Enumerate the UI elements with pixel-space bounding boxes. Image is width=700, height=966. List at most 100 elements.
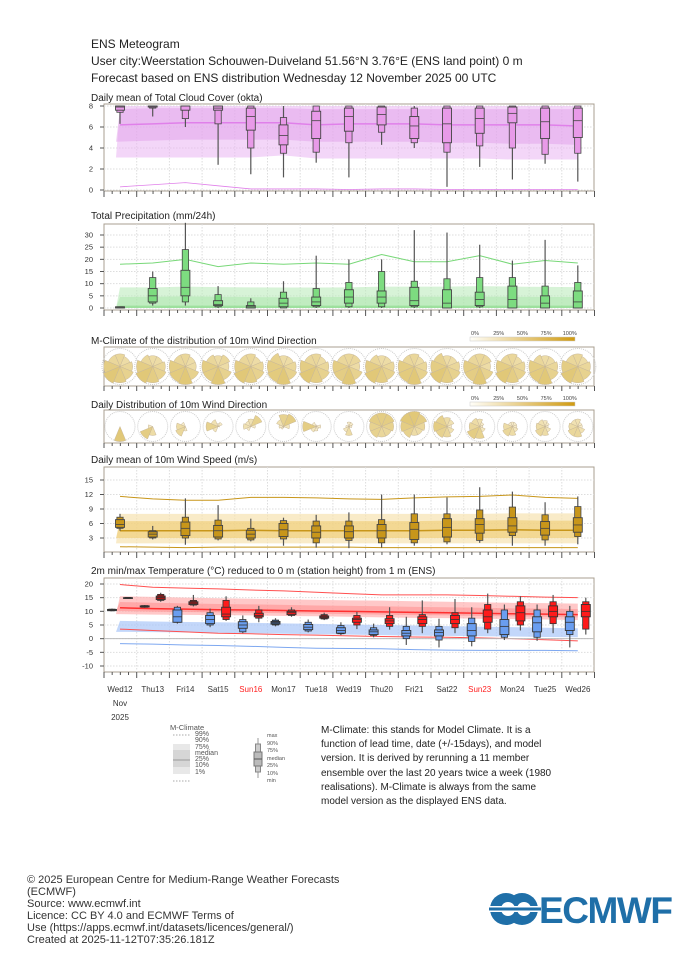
rose-sector — [217, 422, 223, 427]
colorbar-tick-label: 75% — [541, 396, 552, 402]
y-tick-label: 15 — [85, 593, 93, 602]
y-tick-label: 5 — [89, 291, 93, 300]
y-tick-label: 4 — [89, 144, 93, 153]
panel-title: Total Precipitation (mm/24h) — [91, 211, 216, 222]
wind-rose — [428, 348, 466, 385]
rose-ring — [431, 411, 463, 442]
rose-sector — [471, 417, 481, 427]
y-tick-label: 10 — [85, 607, 93, 616]
rose-sector — [176, 422, 187, 431]
box-inner — [564, 616, 575, 631]
legend-mclimate-label: 1% — [195, 768, 206, 776]
y-tick-label: 20 — [85, 580, 93, 589]
footer-line: Use (https://apps.ecmwf.int/datasets/lic… — [27, 922, 294, 934]
rose-sector — [502, 426, 513, 437]
wind-rose — [398, 411, 430, 442]
box-inner — [532, 616, 543, 633]
wind-rose — [202, 411, 234, 442]
rose-sector — [565, 354, 579, 367]
legend-ens-label: 10% — [267, 770, 279, 777]
rose-sector — [205, 421, 219, 432]
rose-sector — [468, 422, 481, 431]
box-inner — [442, 107, 452, 144]
wind-rose — [461, 348, 499, 385]
rose-sector — [173, 354, 186, 367]
x-day-label: Tue25 — [534, 685, 557, 694]
panel-title: 2m min/max Temperature (°C) reduced to 0… — [91, 566, 435, 577]
wind-rose — [268, 411, 299, 442]
rose-sector — [446, 419, 455, 427]
rose-sector — [210, 419, 219, 427]
rose-sector — [113, 425, 127, 442]
x-day-label: Sun23 — [468, 685, 492, 694]
rose-sector — [276, 419, 284, 427]
mclimate-band — [116, 596, 578, 621]
rose-sector — [413, 422, 426, 431]
box-inner — [253, 612, 264, 618]
colorbar-tick-label: 100% — [563, 331, 577, 337]
box-inner — [180, 521, 191, 537]
y-tick-label: 15 — [85, 267, 93, 276]
x-day-label: Tue18 — [305, 685, 328, 694]
box-outer — [508, 105, 516, 149]
rose-sector — [345, 425, 350, 428]
wind-rose — [431, 411, 463, 442]
x-day-label: Wed19 — [336, 685, 362, 694]
wind-rose — [265, 348, 302, 385]
legend-mclimate-label: 90% — [195, 737, 210, 745]
x-year-label: 2025 — [111, 713, 129, 722]
rose-sector — [299, 359, 317, 374]
y-tick-label: 2 — [89, 165, 93, 174]
box-inner — [311, 110, 322, 139]
mclimate-note: M-Climate: this stands for Model Climate… — [321, 725, 552, 808]
rose-sector — [402, 354, 415, 367]
x-day-label: Thu20 — [370, 685, 393, 694]
wind-rose — [169, 411, 201, 442]
rose-sector — [348, 354, 361, 367]
box-inner — [180, 269, 191, 297]
rose-ring — [496, 411, 528, 442]
rose-sector — [178, 365, 193, 385]
rose-ring — [137, 411, 169, 442]
rose-sector — [544, 422, 550, 427]
wind-rose — [562, 411, 594, 442]
rose-sector — [347, 424, 350, 427]
legend-mclimate-labels: 99% 90% 75% median 25% 10% 1% — [195, 731, 218, 776]
y-tick-label: 25 — [85, 243, 93, 252]
rose-sector — [135, 366, 154, 384]
x-month-label: Nov — [113, 699, 127, 708]
colorbar-tick-label: 25% — [493, 396, 504, 402]
rose-sector — [175, 426, 186, 437]
rose-sector — [479, 354, 492, 367]
x-day-label: Fri21 — [405, 685, 424, 694]
wind-rose — [235, 411, 267, 442]
rose-sector — [400, 412, 415, 427]
rose-sector — [535, 426, 546, 437]
footer-credits: © 2025 European Centre for Medium-Range … — [27, 874, 339, 946]
footer-line: (ECMWF) — [27, 886, 76, 898]
box-inner — [278, 297, 289, 308]
rose-sector — [467, 354, 481, 367]
wind-rose — [104, 411, 136, 442]
footer-line: Created at 2025-11-12T07:35:26.181Z — [27, 934, 215, 946]
rose-ring — [300, 411, 332, 442]
y-tick-label: 10 — [85, 279, 93, 288]
meteogram-title: ENS Meteogram — [91, 37, 180, 51]
colorbar-tick-label: 25% — [493, 331, 504, 337]
rose-sector — [311, 422, 317, 427]
colorbar-tick-label: 50% — [517, 331, 528, 337]
box-inner — [507, 106, 518, 124]
rose-ring — [529, 411, 561, 442]
box-inner — [540, 295, 551, 309]
wind-rose — [232, 348, 270, 385]
box-inner — [213, 300, 224, 307]
box-inner — [180, 105, 191, 111]
footer-line: Source: www.ecmwf.int — [27, 898, 141, 910]
y-tick-label: 20 — [85, 255, 93, 264]
rose-sector — [304, 354, 317, 367]
box-outer — [378, 271, 386, 308]
box-inner — [409, 286, 420, 307]
rose-ring — [202, 411, 234, 442]
box-inner — [368, 629, 379, 636]
rose-sector — [243, 423, 252, 430]
